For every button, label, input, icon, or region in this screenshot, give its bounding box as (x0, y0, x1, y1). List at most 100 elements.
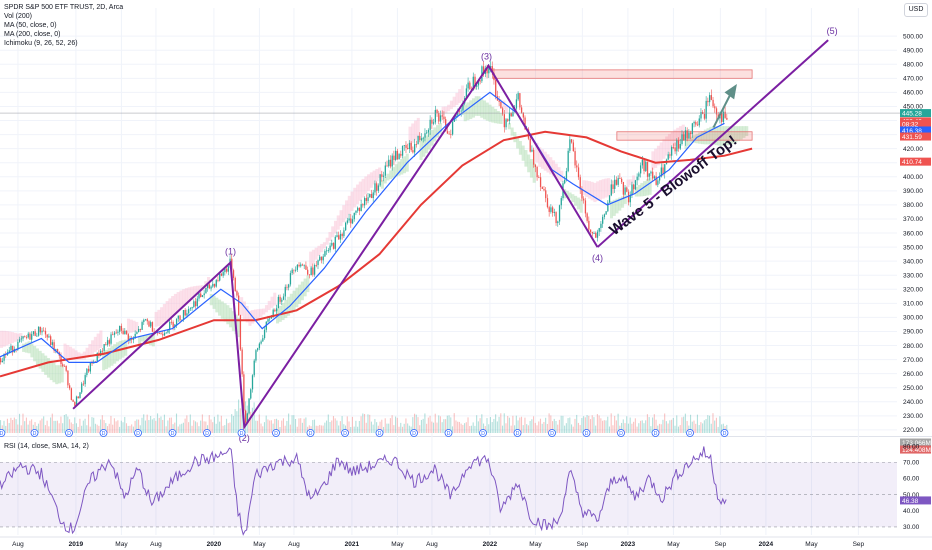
candle (396, 148, 399, 161)
cloud-segment (458, 89, 462, 103)
volume-bar (108, 423, 110, 433)
ichimoku-indicator-label[interactable]: Ichimoku (9, 26, 52, 26) (4, 40, 78, 47)
dividend-marker: D (237, 429, 246, 437)
volume-bar (22, 413, 24, 433)
candle (691, 122, 694, 138)
candle (567, 148, 569, 173)
ma50-indicator-label[interactable]: MA (50, close, 0) (4, 22, 57, 29)
volume-bar (165, 426, 167, 433)
cloud-segment (471, 98, 476, 118)
candle-body (241, 349, 243, 375)
candle (626, 186, 628, 193)
candle-body (310, 267, 312, 276)
candle (602, 214, 604, 228)
cloud-segment (171, 296, 175, 316)
candle (564, 176, 566, 185)
volume-bar (410, 426, 412, 433)
cloud-segment (676, 127, 680, 143)
candle (579, 174, 581, 194)
volume-bar (681, 417, 683, 433)
currency-button[interactable]: USD (904, 3, 928, 17)
time-tick-label: Sep (715, 541, 727, 548)
volume-bar (93, 417, 95, 433)
candle (81, 381, 83, 394)
candle-body (636, 176, 638, 181)
candle (650, 170, 652, 177)
candle (507, 118, 509, 123)
cloud-segment (692, 135, 696, 143)
volume-bar (250, 411, 252, 433)
volume-bar (695, 423, 697, 433)
rsi-indicator-label[interactable]: RSI (14, close, SMA, 14, 2) (4, 443, 89, 450)
candle-body (296, 264, 298, 270)
candle (234, 276, 236, 292)
volume-bar (6, 418, 8, 433)
candle-body (75, 396, 78, 406)
candle (419, 132, 421, 143)
volume-bar (474, 425, 476, 433)
candle-body (595, 233, 597, 238)
candle-body (327, 250, 330, 252)
volume-bar (167, 420, 169, 433)
candle (327, 247, 330, 253)
cloud-segment (416, 117, 420, 138)
candle-body (362, 204, 364, 206)
cloud-segment (507, 123, 511, 130)
volume-bar (194, 421, 197, 433)
vol-indicator-label[interactable]: Vol (200) (4, 13, 33, 20)
dividend-letter: D (0, 431, 4, 437)
candle-body (18, 339, 21, 342)
candle-body (550, 207, 552, 212)
candle (146, 318, 148, 325)
cloud-segment (237, 317, 241, 338)
candle-body (31, 334, 33, 340)
ma200-indicator-label[interactable]: MA (200, close, 0) (4, 31, 61, 38)
candle-body (441, 115, 443, 117)
candle (336, 231, 338, 238)
candle (1, 357, 4, 363)
volume-bar (453, 413, 455, 433)
dividend-marker: D (341, 429, 349, 437)
candle (151, 321, 154, 332)
candle (648, 172, 650, 181)
cloud-segment (731, 126, 735, 144)
candle-body (633, 184, 635, 190)
candle-body (12, 345, 14, 353)
candle-body (396, 150, 399, 160)
cloud-segment (552, 160, 556, 177)
candle (300, 262, 302, 268)
volume-bar (457, 421, 459, 433)
candle (198, 292, 200, 302)
cloud-segment (709, 126, 713, 145)
cloud-segment (176, 292, 180, 312)
volume-bar (565, 423, 567, 433)
candle (574, 147, 576, 169)
candle-body (320, 256, 323, 261)
candle-body (39, 326, 41, 333)
cloud-segment (215, 297, 219, 313)
volume-bar (174, 422, 176, 433)
dividend-marker: D (410, 429, 418, 437)
candle-body (688, 132, 690, 139)
candle (376, 181, 378, 196)
cloud-segment (13, 332, 17, 342)
candle (148, 320, 150, 328)
volume-bar (182, 422, 184, 433)
cloud-segment (430, 130, 434, 146)
candle-body (424, 133, 426, 138)
candle-body (81, 383, 83, 393)
volume-bar (327, 414, 329, 433)
candle-body (724, 111, 726, 118)
candle (188, 306, 190, 315)
volume-bar (120, 420, 122, 433)
cloud-segment (209, 293, 213, 306)
candle-body (136, 332, 138, 334)
candle (348, 213, 350, 223)
candle-body (472, 76, 474, 90)
cloud-segment (565, 190, 569, 199)
candle (44, 327, 47, 338)
cloud-segment (576, 197, 580, 210)
volume-bar (139, 425, 141, 433)
rsi-tick-label: 50.00 (903, 492, 920, 499)
